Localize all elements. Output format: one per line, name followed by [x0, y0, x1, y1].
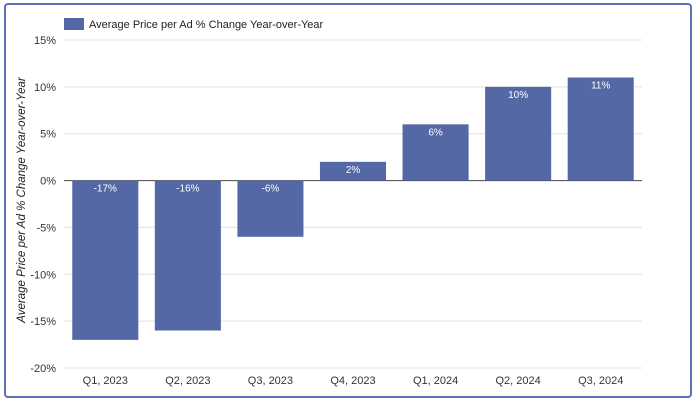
legend: Average Price per Ad % Change Year-over-… — [64, 18, 324, 31]
legend-label: Average Price per Ad % Change Year-over-… — [89, 19, 324, 31]
data-label: 2% — [346, 165, 361, 176]
bar — [485, 86, 552, 181]
x-axis-ticks: Q1, 2023 Q2, 2023 Q3, 2023 Q4, 2023 Q1, 2024… — [83, 375, 624, 387]
y-tick-label: 15% — [34, 35, 56, 47]
bar — [154, 180, 221, 331]
bar — [567, 77, 634, 181]
y-tick-label: -15% — [30, 316, 56, 328]
gridlines — [64, 39, 642, 369]
bars — [72, 77, 634, 340]
bar — [72, 180, 139, 340]
data-labels: -17% -16% -6% 2% 6% 10% 11% — [94, 80, 611, 194]
y-tick-label: -5% — [36, 222, 56, 234]
data-label: 11% — [591, 80, 610, 91]
data-label: -6% — [262, 184, 280, 195]
x-tick-label: Q2, 2024 — [496, 375, 541, 387]
x-tick-label: Q3, 2024 — [578, 375, 623, 387]
y-tick-label: -20% — [30, 363, 56, 375]
y-axis-ticks: 15% 10% 5% 0% -5% -10% -15% -20% — [30, 35, 56, 375]
x-tick-label: Q2, 2023 — [165, 375, 210, 387]
data-label: 10% — [508, 90, 528, 101]
x-tick-label: Q4, 2023 — [330, 375, 375, 387]
bar — [237, 180, 304, 237]
x-tick-label: Q3, 2023 — [248, 375, 293, 387]
x-tick-label: Q1, 2024 — [413, 375, 458, 387]
data-label: 6% — [428, 127, 443, 138]
x-tick-label: Q1, 2023 — [83, 375, 128, 387]
y-tick-label: 10% — [34, 82, 56, 94]
bar — [319, 161, 387, 181]
y-tick-label: 5% — [40, 129, 56, 141]
y-tick-label: -10% — [30, 269, 56, 281]
data-label: -16% — [176, 184, 199, 195]
y-tick-label: 0% — [40, 176, 56, 188]
data-label: -17% — [94, 184, 117, 195]
legend-swatch — [64, 18, 84, 30]
bar — [402, 124, 469, 181]
y-axis-label: Average Price per Ad % Change Year-over-… — [16, 76, 28, 324]
